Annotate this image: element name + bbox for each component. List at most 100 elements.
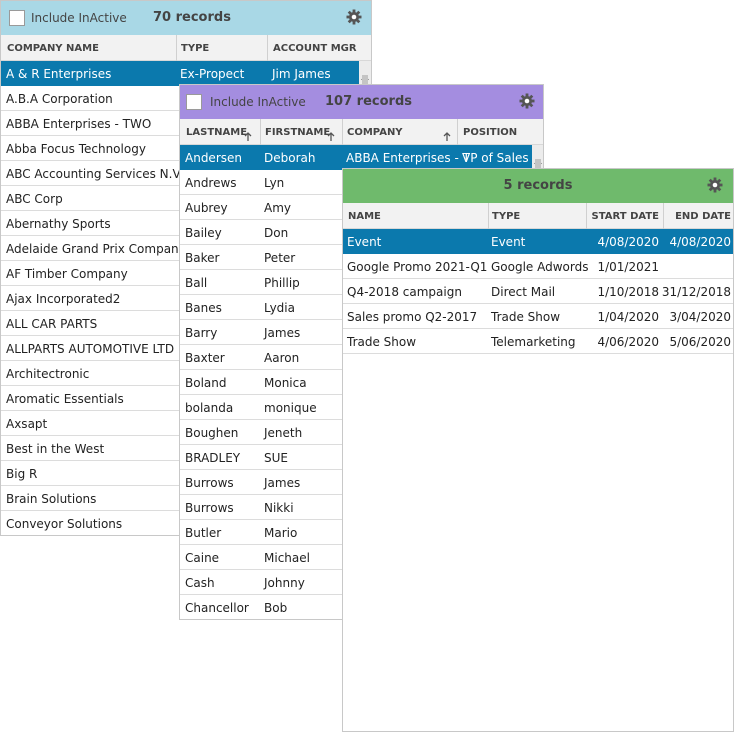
column-divider <box>176 35 177 61</box>
cell: Amy <box>264 201 291 215</box>
cell: ABC Accounting Services N.V <box>6 167 181 181</box>
cell: Jeneth <box>264 426 303 440</box>
cell: 4/08/2020 <box>597 235 659 249</box>
cell: ABBA Enterprises - TWO <box>6 117 152 131</box>
cell: ABBA Enterprises - T <box>346 151 470 165</box>
column-header[interactable]: COMPANY <box>347 127 403 138</box>
cell: Bob <box>264 601 288 615</box>
cell: Architectronic <box>6 367 90 381</box>
cell: Lydia <box>264 301 295 315</box>
row[interactable]: Sales promo Q2-2017 Trade Show 1/04/2020 3/… <box>343 304 733 329</box>
row[interactable]: Trade Show Telemarketing 4/06/2020 5/06/202… <box>343 329 733 354</box>
cell: 1/10/2018 <box>597 285 659 299</box>
cell: James <box>264 476 301 490</box>
settings-button[interactable] <box>346 9 362 29</box>
cell: Google Promo 2021-Q1 <box>347 260 488 274</box>
include-inactive-label[interactable]: Include InActive <box>210 95 306 109</box>
cell: Event <box>491 235 526 249</box>
cell: bolanda <box>185 401 234 415</box>
cell: Brain Solutions <box>6 492 97 506</box>
cell: Boughen <box>185 426 239 440</box>
settings-button[interactable] <box>519 93 535 113</box>
include-inactive-label[interactable]: Include InActive <box>31 11 127 25</box>
cell: Baxter <box>185 351 225 365</box>
cell: Aubrey <box>185 201 228 215</box>
cell: Abernathy Sports <box>6 217 111 231</box>
settings-button[interactable] <box>707 177 723 197</box>
cell: Best in the West <box>6 442 105 456</box>
column-header[interactable]: TYPE <box>492 211 521 222</box>
cell: A & R Enterprises <box>6 67 112 81</box>
cell: Deborah <box>264 151 316 165</box>
cell: 31/12/2018 <box>661 285 731 299</box>
cell: Big R <box>6 467 38 481</box>
cell: 4/06/2020 <box>597 335 659 349</box>
column-divider <box>457 119 458 145</box>
cell: Barry <box>185 326 218 340</box>
panel-header: Include InActive 70 records <box>1 1 371 35</box>
column-header[interactable]: NAME <box>348 211 381 222</box>
column-divider <box>260 119 261 145</box>
column-header-row: LASTNAME FIRSTNAME COMPANY POSITION <box>180 119 543 145</box>
selected-row[interactable]: A & R Enterprises Ex-Propect Jim James <box>1 61 359 86</box>
cell: Baker <box>185 251 220 265</box>
cell: Adelaide Grand Prix Company <box>6 242 186 256</box>
record-count: 107 records <box>325 94 412 109</box>
column-divider <box>267 35 268 61</box>
cell: Banes <box>185 301 222 315</box>
column-divider <box>488 203 489 229</box>
column-header[interactable]: FIRSTNAME <box>265 127 331 138</box>
column-header[interactable]: TYPE <box>181 43 210 54</box>
cell: Sales promo Q2-2017 <box>347 310 478 324</box>
cell: monique <box>264 401 317 415</box>
include-inactive-checkbox[interactable] <box>186 94 202 110</box>
selected-row[interactable]: Andersen Deborah ABBA Enterprises - T VP of… <box>180 145 532 170</box>
row[interactable]: Q4-2018 campaign Direct Mail 1/10/2018 31/1… <box>343 279 733 304</box>
cell: 1/04/2020 <box>597 310 659 324</box>
column-divider <box>663 203 664 229</box>
cell: 4/08/2020 <box>669 235 731 249</box>
column-header[interactable]: POSITION <box>463 127 518 138</box>
cell: Trade Show <box>491 310 561 324</box>
row[interactable]: Chancellor Bob <box>180 595 532 619</box>
cell: Trade Show <box>347 335 417 349</box>
grid-panel: 5 records NAME TYPE START DATE END DATE Event… <box>342 168 734 732</box>
column-header[interactable]: END DATE <box>675 211 731 222</box>
column-header[interactable]: START DATE <box>591 211 659 222</box>
cell: ABC Corp <box>6 192 63 206</box>
cell: Conveyor Solutions <box>6 517 123 531</box>
panel-header: 5 records <box>343 169 733 203</box>
row[interactable]: Google Promo 2021-Q1 Google Adwords 1/01/2… <box>343 254 733 279</box>
column-header[interactable]: COMPANY NAME <box>7 43 99 54</box>
include-inactive-checkbox[interactable] <box>9 10 25 26</box>
selected-row[interactable]: Event Event 4/08/2020 4/08/2020 <box>343 229 733 254</box>
cell: Burrows <box>185 476 234 490</box>
cell: Cash <box>185 576 215 590</box>
cell: Mario <box>264 526 298 540</box>
column-header[interactable]: LASTNAME <box>186 127 248 138</box>
cell: Event <box>347 235 382 249</box>
cell: Aromatic Essentials <box>6 392 124 406</box>
cell: Jim James <box>272 67 331 81</box>
cell: 3/04/2020 <box>669 310 731 324</box>
cell: ALLPARTS AUTOMOTIVE LTD <box>6 342 175 356</box>
cell: A.B.A Corporation <box>6 92 113 106</box>
sort-arrow[interactable] <box>443 127 451 146</box>
cell: Andrews <box>185 176 237 190</box>
cell: Ex-Propect <box>180 67 245 81</box>
row[interactable]: Butler Mario <box>180 520 532 545</box>
column-header[interactable]: ACCOUNT MGR <box>273 43 357 54</box>
sort-arrow[interactable] <box>244 127 252 146</box>
cell: Aaron <box>264 351 300 365</box>
cell: ALL CAR PARTS <box>6 317 98 331</box>
row[interactable]: Conveyor Solutions <box>1 511 359 535</box>
cell: Q4-2018 campaign <box>347 285 462 299</box>
cell: Johnny <box>264 576 305 590</box>
sort-arrow[interactable] <box>327 127 335 146</box>
cell: Burrows <box>185 501 234 515</box>
panel-header: Include InActive 107 records <box>180 85 543 119</box>
cell: Butler <box>185 526 222 540</box>
cell: Google Adwords <box>491 260 589 274</box>
cell: Bailey <box>185 226 222 240</box>
record-count: 70 records <box>153 10 231 25</box>
